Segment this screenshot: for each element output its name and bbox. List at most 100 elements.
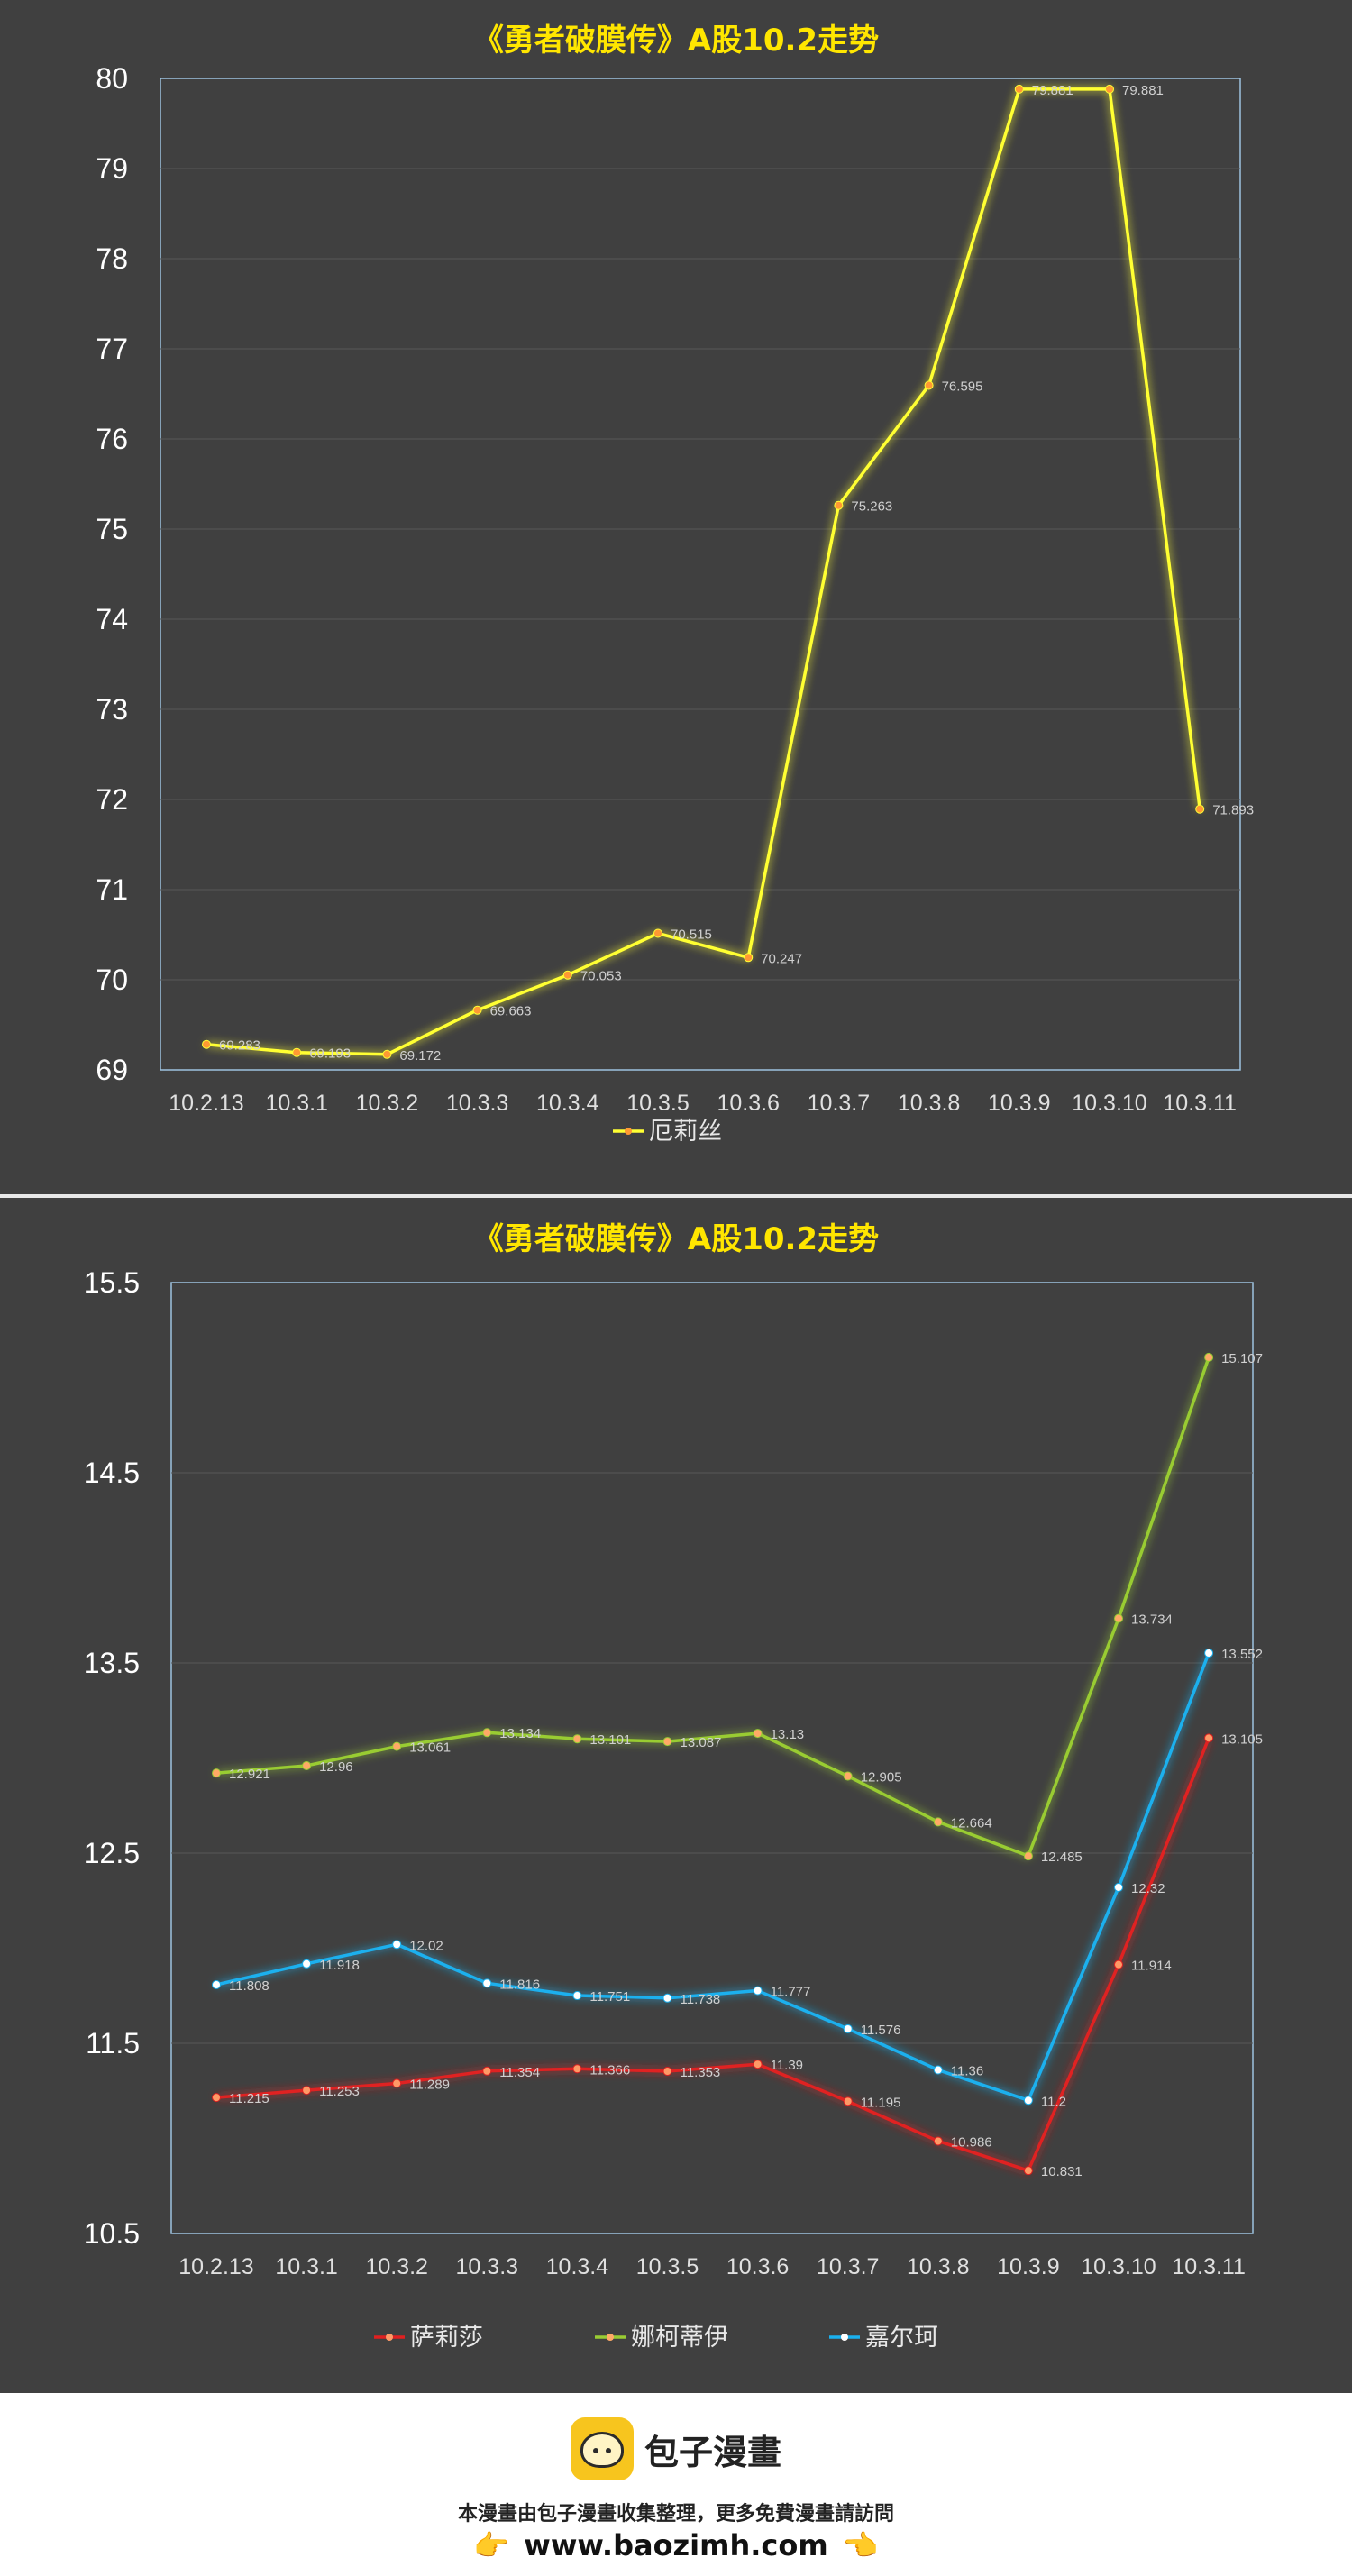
data-point <box>933 2065 943 2075</box>
y-tick-label: 73 <box>96 693 128 726</box>
data-point <box>212 1768 221 1778</box>
data-point <box>202 1039 211 1049</box>
y-tick-label: 72 <box>96 783 128 816</box>
data-point <box>572 1991 582 2001</box>
x-tick-label: 10.3.9 <box>988 1091 1051 1116</box>
y-tick-label: 78 <box>96 242 128 275</box>
brand-logo[interactable]: 包子漫畫 <box>0 2413 1352 2485</box>
data-point <box>653 928 662 938</box>
data-label: 13.105 <box>1221 1731 1263 1747</box>
data-point <box>1023 2096 1033 2106</box>
data-label: 71.893 <box>1212 803 1254 818</box>
data-label: 69.283 <box>219 1038 260 1054</box>
data-point <box>1014 84 1024 94</box>
data-label: 11.2 <box>1041 2094 1066 2109</box>
data-point <box>933 1817 943 1827</box>
data-point <box>1114 1613 1123 1623</box>
x-tick-label: 10.3.7 <box>817 2254 880 2279</box>
x-tick-label: 10.3.1 <box>265 1091 328 1116</box>
data-point <box>472 1005 482 1015</box>
data-label: 12.485 <box>1041 1850 1083 1865</box>
data-point <box>572 2064 582 2074</box>
data-label: 11.751 <box>589 1989 630 2005</box>
chart-title: 《勇者破膜传》A股10.2走势 <box>473 1221 879 1257</box>
legend-marker <box>386 2334 393 2341</box>
x-tick-label: 10.3.7 <box>808 1091 871 1116</box>
data-label: 13.13 <box>771 1727 805 1742</box>
data-point <box>753 1729 763 1739</box>
data-label: 11.366 <box>589 2062 630 2078</box>
data-label: 79.881 <box>1122 83 1164 98</box>
data-point <box>392 1940 402 1950</box>
data-point <box>302 1959 312 1969</box>
data-label: 11.354 <box>499 2065 540 2080</box>
pointing-left-icon: 👈 <box>842 2528 879 2562</box>
site-url[interactable]: www.baozimh.com <box>524 2528 828 2562</box>
data-label: 12.96 <box>319 1759 353 1775</box>
data-label: 10.831 <box>1041 2164 1083 2179</box>
brand-name: 包子漫畫 <box>644 2432 781 2472</box>
legend-entry: 嘉尔珂 <box>865 2324 938 2352</box>
pointing-right-icon: 👉 <box>473 2528 510 2562</box>
data-label: 76.595 <box>942 379 983 395</box>
legend-marker <box>625 1128 632 1135</box>
data-label: 13.552 <box>1221 1647 1263 1662</box>
data-point <box>382 1049 392 1059</box>
footer-url-row[interactable]: 👉 www.baozimh.com 👈 <box>0 2528 1352 2562</box>
data-point <box>562 970 572 980</box>
series-line-1 <box>215 1737 1210 2172</box>
x-tick-label: 10.3.1 <box>275 2254 338 2279</box>
data-point <box>482 1728 492 1738</box>
data-point <box>292 1047 302 1057</box>
y-tick-label: 74 <box>96 603 128 635</box>
data-label: 13.134 <box>499 1726 541 1741</box>
data-point <box>1023 1851 1033 1861</box>
data-point <box>1105 84 1114 94</box>
legend-entry: 娜柯蒂伊 <box>631 2324 728 2352</box>
data-label: 11.215 <box>229 2091 269 2106</box>
data-point <box>662 1737 672 1747</box>
x-tick-label: 10.3.9 <box>997 2254 1060 2279</box>
data-label: 11.36 <box>951 2064 983 2079</box>
footer-note: 本漫畫由包子漫畫收集整理，更多免費漫畫請訪問 <box>457 2503 894 2526</box>
data-label: 13.101 <box>589 1732 631 1748</box>
data-label: 69.172 <box>399 1048 441 1064</box>
data-point <box>482 2066 492 2076</box>
x-tick-label: 10.3.6 <box>717 1091 780 1116</box>
y-tick-label: 75 <box>96 513 128 545</box>
data-point <box>843 1771 853 1781</box>
data-label: 75.263 <box>851 499 892 515</box>
x-tick-label: 10.3.4 <box>546 2254 609 2279</box>
data-point <box>753 1986 763 1996</box>
legend-entry: 萨莉莎 <box>410 2324 483 2352</box>
data-label: 11.289 <box>409 2078 450 2093</box>
x-tick-label: 10.3.3 <box>456 2254 519 2279</box>
data-point <box>212 1980 221 1990</box>
series-line-3 <box>215 1652 1210 2103</box>
legend-entry: 厄莉丝 <box>649 1118 722 1146</box>
y-tick-label: 14.5 <box>84 1457 140 1489</box>
chart-1: 《勇者破膜传》A股10.2走势 69 70 71 72 73 74 75 76 77 78 79 80 1… <box>96 23 1254 1146</box>
data-label: 11.816 <box>499 1977 540 1992</box>
y-tick-label: 15.5 <box>84 1266 140 1299</box>
data-label: 10.986 <box>951 2134 992 2150</box>
y-tick-label: 12.5 <box>84 1837 140 1869</box>
y-tick-label: 80 <box>96 62 128 95</box>
data-label: 11.353 <box>681 2065 721 2080</box>
data-label: 12.905 <box>861 1770 902 1786</box>
x-tick-label: 10.3.2 <box>365 2254 428 2279</box>
x-tick-label: 10.2.13 <box>178 2254 253 2279</box>
y-tick-label: 11.5 <box>86 2027 140 2060</box>
x-tick-label: 10.3.2 <box>356 1091 419 1116</box>
data-label: 12.664 <box>951 1815 992 1831</box>
y-tick-label: 70 <box>96 964 128 996</box>
data-label: 11.777 <box>771 1985 811 2000</box>
bun-icon <box>570 2417 634 2480</box>
x-tick-label: 10.3.5 <box>626 1091 690 1116</box>
y-tick-label: 10.5 <box>84 2217 140 2250</box>
data-point <box>933 2136 943 2146</box>
footer: 包子漫畫 本漫畫由包子漫畫收集整理，更多免費漫畫請訪問 👉 www.baozim… <box>0 2393 1352 2576</box>
data-point <box>1204 1352 1214 1362</box>
y-tick-label: 69 <box>96 1054 128 1086</box>
x-tick-label: 10.3.10 <box>1072 1091 1146 1116</box>
